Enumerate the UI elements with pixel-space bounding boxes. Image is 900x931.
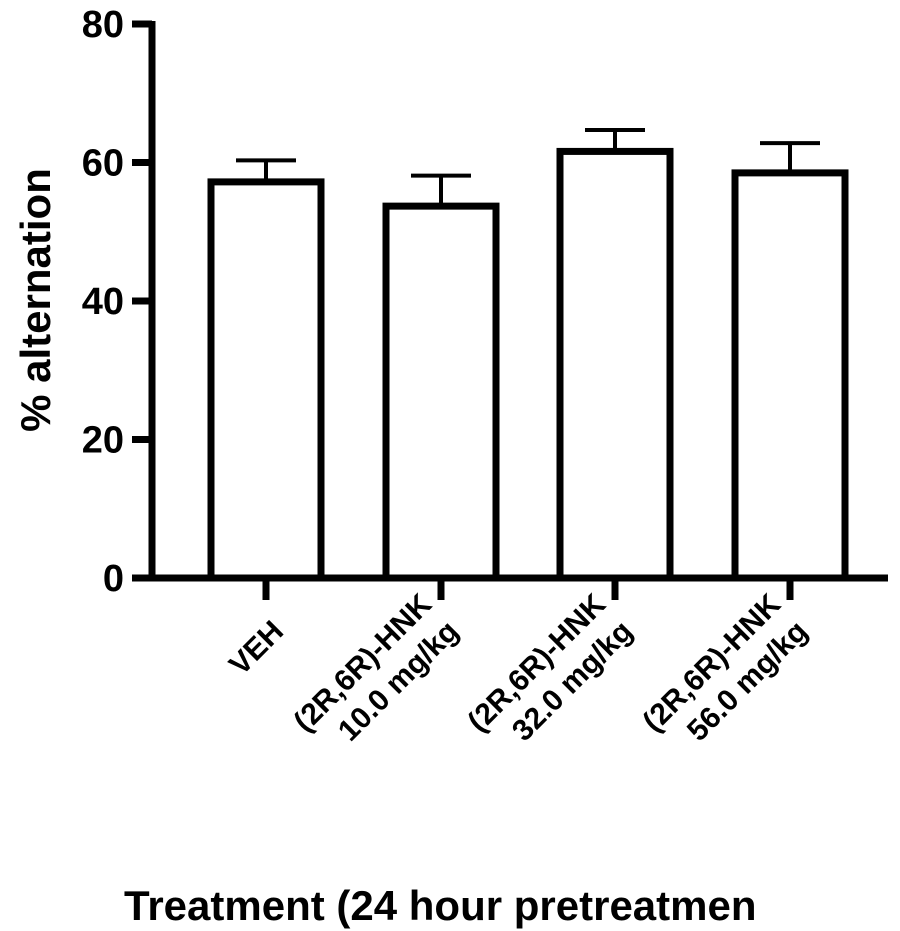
y-axis-title: % alternation: [12, 168, 59, 432]
bar: [556, 147, 674, 582]
y-tick-label: 40: [82, 281, 124, 323]
y-tick-label: 20: [82, 420, 124, 462]
x-tick-label: VEH: [223, 615, 290, 682]
y-axis: 0 20 40 60 80: [82, 4, 156, 600]
bar: [207, 178, 325, 582]
bar: [382, 202, 500, 582]
y-tick-label: 60: [82, 143, 124, 185]
x-tick-label-line: VEH: [223, 615, 290, 682]
x-axis-title: Treatment (24 hour pretreatmen: [124, 882, 757, 929]
y-tick-label: 80: [82, 4, 124, 46]
bars: [207, 147, 849, 582]
bar: [731, 169, 849, 582]
y-tick-label: 0: [103, 558, 124, 600]
error-bars: [236, 127, 820, 207]
